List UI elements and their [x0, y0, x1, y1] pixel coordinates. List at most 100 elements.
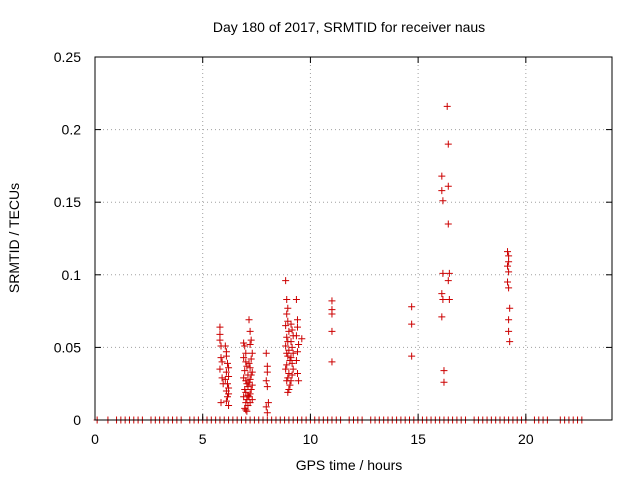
data-point — [328, 310, 336, 318]
data-point — [248, 349, 256, 357]
y-tick-label: 0.05 — [54, 339, 81, 355]
data-point — [242, 349, 250, 357]
data-point — [284, 304, 292, 312]
data-point — [241, 386, 249, 394]
data-point — [438, 187, 446, 195]
data-point — [245, 378, 253, 386]
x-axis-label: GPS time / hours — [296, 457, 403, 473]
data-point — [505, 316, 513, 324]
y-tick-label: 0.15 — [54, 194, 81, 210]
data-point — [288, 359, 296, 367]
data-point — [242, 377, 250, 385]
data-point — [328, 358, 336, 366]
data-point — [443, 102, 451, 110]
x-tick-label: 0 — [91, 431, 99, 447]
data-point — [292, 332, 300, 340]
data-point — [506, 304, 514, 312]
data-point — [288, 343, 296, 351]
chart-title: Day 180 of 2017, SRMTID for receiver nau… — [213, 19, 485, 35]
data-point — [284, 388, 292, 396]
x-tick-label: 5 — [199, 431, 207, 447]
data-point — [216, 365, 224, 373]
data-point — [295, 377, 303, 385]
data-point — [221, 375, 229, 383]
data-point — [262, 403, 270, 411]
grid-layer — [95, 57, 612, 420]
data-point — [288, 326, 296, 334]
data-point — [295, 340, 303, 348]
data-point — [287, 377, 295, 385]
tick-labels-layer: 0 5 10 15 20 0 0.05 0.1 0.15 0.2 0.25 — [54, 49, 534, 447]
data-point — [505, 268, 513, 276]
data-point — [218, 374, 226, 382]
data-point — [283, 361, 291, 369]
data-point — [262, 377, 270, 385]
data-point — [506, 338, 514, 346]
data-point — [284, 317, 292, 325]
data-point — [504, 248, 512, 256]
data-point — [298, 335, 306, 343]
data-point — [240, 339, 248, 347]
data-point — [438, 313, 446, 321]
data-point — [285, 327, 293, 335]
data-point — [504, 278, 512, 286]
data-point — [216, 336, 224, 344]
data-point — [225, 401, 233, 409]
data-point — [284, 352, 292, 360]
data-point — [223, 393, 231, 401]
data-point — [282, 322, 290, 330]
data-point — [287, 338, 295, 346]
data-point — [284, 374, 292, 382]
data-point — [221, 342, 229, 350]
data-point — [444, 220, 452, 228]
data-point — [262, 349, 270, 357]
y-tick-label: 0.1 — [62, 267, 82, 283]
y-tick-label: 0 — [73, 412, 81, 428]
data-point — [246, 375, 254, 383]
x-tick-label: 10 — [303, 431, 319, 447]
data-point — [504, 262, 512, 270]
data-point — [439, 295, 447, 303]
data-point — [505, 327, 513, 335]
data-point — [223, 359, 231, 367]
data-point — [293, 316, 301, 324]
y-axis-label: SRMTID / TECUs — [6, 183, 22, 293]
y-tick-label: 0.2 — [62, 122, 82, 138]
data-point — [263, 409, 271, 417]
data-point — [225, 372, 233, 380]
data-point — [292, 295, 300, 303]
data-point — [263, 383, 271, 391]
data-point — [246, 327, 254, 335]
data-point — [289, 349, 297, 357]
data-point — [408, 303, 416, 311]
data-point — [283, 349, 291, 357]
data-point — [247, 336, 255, 344]
data-point — [216, 323, 224, 331]
data-point — [289, 365, 297, 373]
data-point — [283, 295, 291, 303]
data-point — [293, 323, 301, 331]
data-point — [282, 365, 290, 373]
data-point — [328, 297, 336, 305]
data-point — [247, 386, 255, 394]
data-point — [444, 182, 452, 190]
data-point — [245, 393, 253, 401]
data-point — [293, 348, 301, 356]
data-point — [248, 381, 256, 389]
data-point — [246, 390, 254, 398]
data-point — [408, 352, 416, 360]
data-point — [225, 390, 233, 398]
x-tick-label: 20 — [518, 431, 534, 447]
data-point — [217, 354, 225, 362]
data-point — [246, 399, 254, 407]
data-point — [285, 370, 293, 378]
data-point — [445, 295, 453, 303]
data-point — [222, 352, 230, 360]
data-point — [444, 140, 452, 148]
data-point — [439, 269, 447, 277]
data-point — [222, 397, 230, 405]
data-point — [328, 327, 336, 335]
data-point — [225, 364, 233, 372]
data-point — [438, 290, 446, 298]
